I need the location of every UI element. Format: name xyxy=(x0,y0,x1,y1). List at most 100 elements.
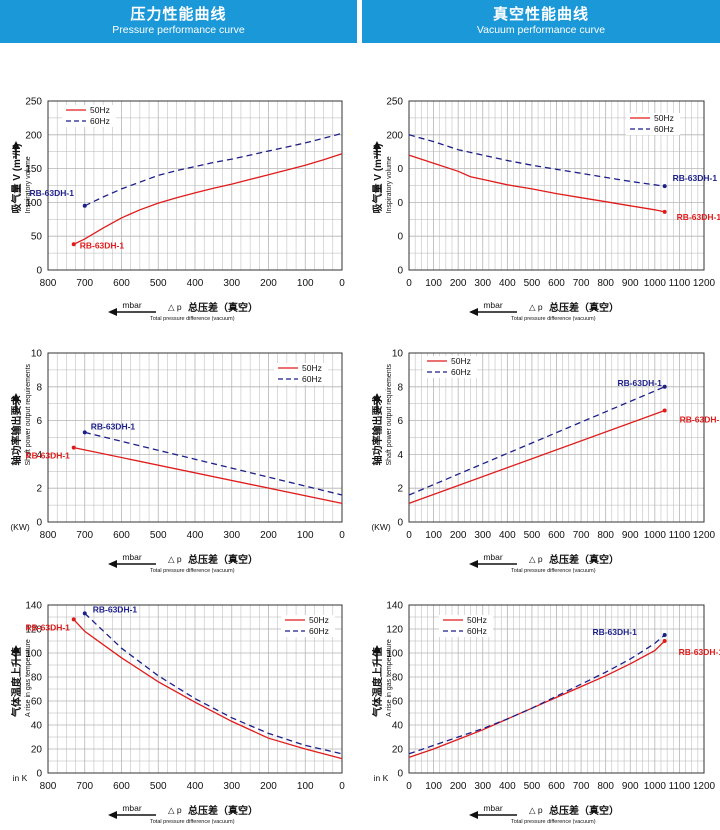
header-pressure: 压力性能曲线 Pressure performance curve xyxy=(0,0,357,43)
x-axis-symbol: △ p xyxy=(168,554,182,564)
x-tick-label: 200 xyxy=(260,781,277,792)
y-tick-label: 80 xyxy=(31,673,43,684)
x-axis-unit: mbar xyxy=(122,300,142,310)
series-end-point xyxy=(82,430,87,435)
legend-entry: 50Hz xyxy=(654,113,674,123)
plot-frame xyxy=(408,352,705,523)
x-tick-label: 400 xyxy=(499,530,516,541)
y-axis-unit: in K xyxy=(374,773,389,783)
y-tick-label: 100 xyxy=(386,649,403,660)
x-tick-label: 800 xyxy=(40,781,57,792)
x-tick-label: 400 xyxy=(499,278,516,289)
legend-entry: 50Hz xyxy=(90,105,110,115)
x-arrow-icon xyxy=(108,560,117,568)
x-axis-label-en: Total pressure difference (vacuum) xyxy=(511,819,596,825)
series-tag-label: RB-63DH-1 xyxy=(677,212,720,222)
x-axis-unit: mbar xyxy=(483,300,503,310)
series-tag-label: RB-63DH-1 xyxy=(673,173,718,183)
plot-frame xyxy=(47,352,343,523)
x-axis-label-en: Total pressure difference (vacuum) xyxy=(511,316,596,322)
series-line-50Hz xyxy=(73,618,343,760)
series-line-60Hz xyxy=(84,132,343,207)
series-line-50Hz xyxy=(408,640,666,759)
x-axis-label-en: Total pressure difference (vacuum) xyxy=(511,568,596,574)
series-end-point xyxy=(662,209,667,214)
x-tick-label: 400 xyxy=(187,530,204,541)
x-tick-label: 100 xyxy=(297,278,314,289)
x-tick-label: 700 xyxy=(76,530,93,541)
y-axis-label-cn: 气体温度上升值 xyxy=(10,647,23,718)
series-tag-label: RB-63DH-1 xyxy=(592,627,637,637)
chart-p2: 800 700 600 500 400 300 200 100 0 0 2 4 6 8 10 轴功率输出要求 S… xyxy=(10,349,345,575)
x-axis-unit: mbar xyxy=(483,552,503,562)
x-axis-label-cn: 总压差（真空） xyxy=(188,301,258,314)
chart-v1: 0 100 200 300 400 500 600 700 800 900 1000 1100 1200… xyxy=(371,97,720,323)
x-tick-label: 500 xyxy=(524,278,541,289)
y-tick-label: 10 xyxy=(392,349,404,360)
y-tick-label: 200 xyxy=(386,130,403,141)
y-tick-label: 80 xyxy=(392,673,404,684)
x-arrow-icon xyxy=(108,308,117,316)
chart-p1: 800 700 600 500 400 300 200 100 0 0 50 100 150 200 250… xyxy=(10,97,345,323)
y-tick-label: 0 xyxy=(36,769,42,780)
legend-entry: 60Hz xyxy=(654,124,674,134)
x-axis-symbol: △ p xyxy=(168,805,182,815)
y-tick-label: 140 xyxy=(25,601,42,612)
y-tick-label: 120 xyxy=(25,625,42,636)
y-arrowhead-icon xyxy=(12,393,20,401)
y-tick-label: 0 xyxy=(397,232,403,243)
series-end-point xyxy=(662,639,667,643)
y-arrowhead-icon xyxy=(12,141,20,149)
x-tick-label: 1200 xyxy=(693,781,716,792)
y-tick-label: 0 xyxy=(397,164,403,175)
y-arrowhead-icon xyxy=(373,393,381,401)
x-tick-label: 1100 xyxy=(669,278,691,289)
x-tick-label: 600 xyxy=(548,278,565,289)
x-tick-label: 1200 xyxy=(693,530,716,541)
x-tick-label: 200 xyxy=(450,278,467,289)
series-end-point xyxy=(662,408,667,413)
y-tick-label: 8 xyxy=(397,382,403,393)
y-axis-label-cn: 吸气量 V (m³/h) xyxy=(371,144,384,214)
series-line-50Hz xyxy=(408,409,665,505)
y-arrowhead-icon xyxy=(12,645,20,653)
y-tick-label: 4 xyxy=(397,450,403,461)
y-tick-label: 200 xyxy=(25,130,42,141)
series-end-point xyxy=(71,242,76,247)
x-tick-label: 800 xyxy=(597,530,614,541)
x-axis-symbol: △ p xyxy=(529,302,543,312)
x-arrow-icon xyxy=(469,308,478,316)
series-end-point xyxy=(662,633,667,637)
y-tick-label: 60 xyxy=(392,697,404,708)
legend-entry: 50Hz xyxy=(302,363,322,373)
legend-entry: 60Hz xyxy=(302,374,322,384)
y-axis-label-en: A rise in gas temperature xyxy=(25,639,32,717)
chart-v2: 0 100 200 300 400 500 600 700 800 900 1000 1100 1200… xyxy=(371,349,720,575)
y-axis-label-en: Shaft power output requirements xyxy=(386,363,393,465)
x-axis-unit: mbar xyxy=(483,803,503,813)
legend-entry: 50Hz xyxy=(309,615,329,625)
x-tick-label: 200 xyxy=(450,781,467,792)
series-tag-label: RB-63DH-1 xyxy=(93,604,138,614)
x-tick-label: 900 xyxy=(622,530,639,541)
x-tick-label: 500 xyxy=(150,530,167,541)
x-tick-label: 800 xyxy=(597,278,614,289)
x-axis-label-cn: 总压差（真空） xyxy=(549,301,619,314)
legend-entry: 60Hz xyxy=(309,626,329,636)
series-end-point xyxy=(71,445,76,450)
series-tag-label: RB-63DH-1 xyxy=(26,451,71,461)
x-tick-label: 800 xyxy=(40,278,57,289)
x-axis-unit: mbar xyxy=(122,552,142,562)
series-end-point xyxy=(662,184,667,189)
plot-frame xyxy=(47,100,343,271)
y-axis-unit: (KW) xyxy=(10,522,30,532)
x-tick-label: 500 xyxy=(150,781,167,792)
y-tick-label: 20 xyxy=(392,745,404,756)
y-tick-label: 4 xyxy=(36,450,42,461)
y-tick-label: 250 xyxy=(386,97,403,108)
x-axis-label-en: Total pressure difference (vacuum) xyxy=(150,819,235,825)
x-tick-label: 300 xyxy=(223,278,240,289)
series-end-point xyxy=(82,611,87,616)
y-axis-label-cn: 吸气量 V (m³/h) xyxy=(10,144,23,214)
